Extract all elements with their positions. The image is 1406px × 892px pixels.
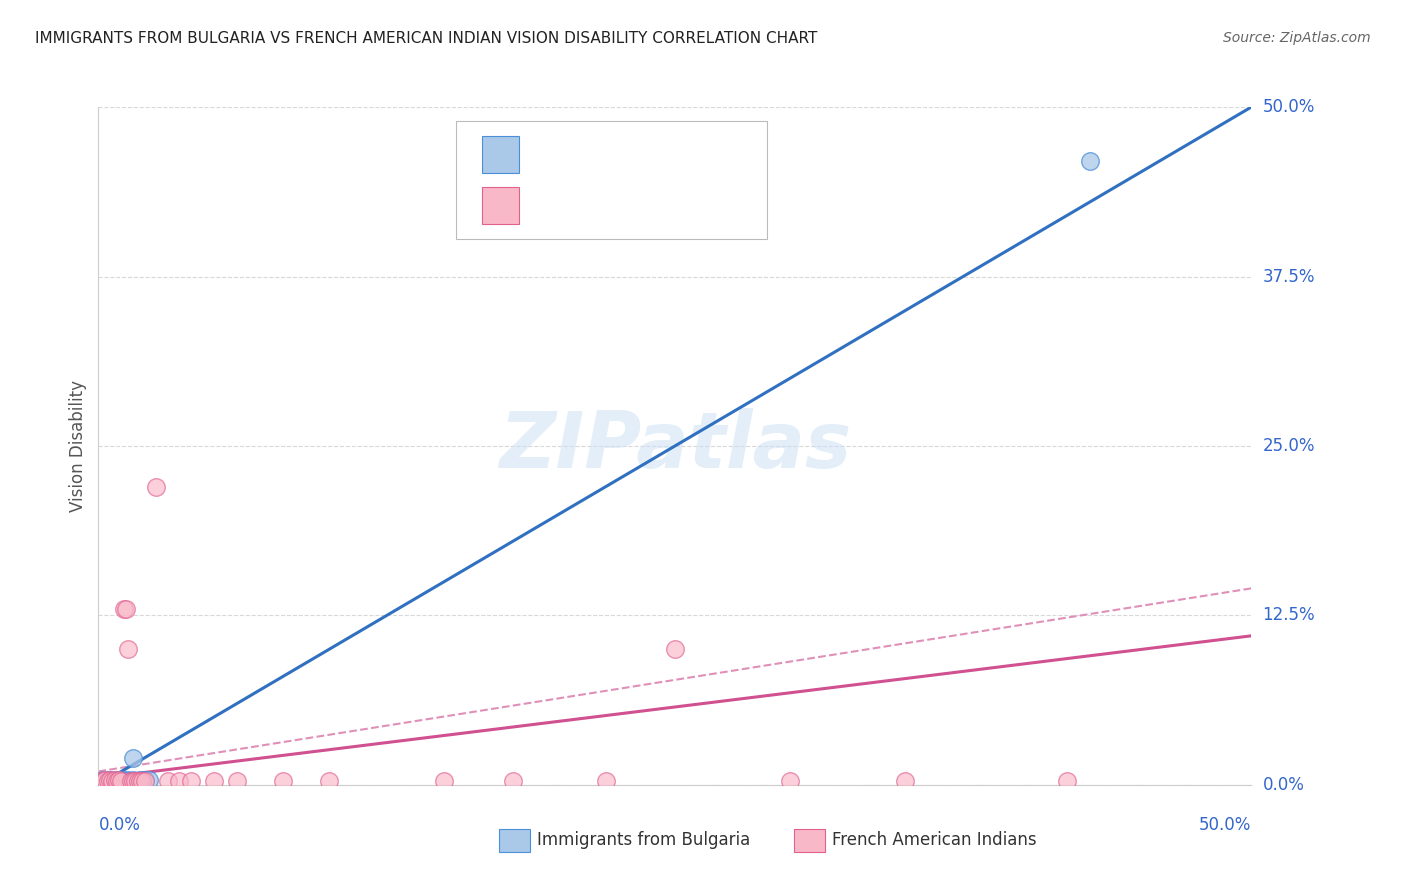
Point (98, 773, 121, 788)
Y-axis label: Vision Disability: Vision Disability (69, 380, 87, 512)
Text: 50.0%: 50.0% (1199, 815, 1251, 833)
Point (138, 772, 160, 787)
Point (122, 751, 145, 765)
Point (101, 773, 124, 788)
Point (664, 642, 686, 657)
Point (202, 773, 225, 788)
Point (97, 772, 120, 787)
Point (94, 773, 117, 788)
Point (127, 773, 149, 788)
Point (91, 772, 114, 787)
Text: IMMIGRANTS FROM BULGARIA VS FRENCH AMERICAN INDIAN VISION DISABILITY CORRELATION: IMMIGRANTS FROM BULGARIA VS FRENCH AMERI… (35, 31, 817, 46)
Point (90, 773, 112, 788)
FancyBboxPatch shape (456, 120, 768, 239)
Point (134, 772, 156, 787)
Text: 50.0%: 50.0% (1263, 98, 1315, 116)
Point (595, 773, 617, 788)
Point (502, 773, 524, 788)
Point (115, 773, 138, 788)
Point (129, 773, 152, 788)
Text: 0.0%: 0.0% (1263, 776, 1305, 794)
Point (117, 642, 139, 657)
Point (122, 773, 145, 788)
Text: 12.5%: 12.5% (1263, 607, 1315, 624)
Point (105, 773, 128, 788)
Text: Source: ZipAtlas.com: Source: ZipAtlas.com (1223, 31, 1371, 45)
Point (779, 773, 801, 788)
Point (129, 772, 152, 787)
Point (167, 773, 190, 788)
Point (101, 773, 124, 788)
Text: R = 0.982   N = 19: R = 0.982 N = 19 (533, 145, 703, 163)
Point (105, 773, 128, 788)
Point (108, 772, 131, 787)
Point (112, 772, 135, 787)
FancyBboxPatch shape (482, 186, 519, 224)
Text: R = 0.299   N = 35: R = 0.299 N = 35 (533, 196, 704, 214)
Point (94, 772, 117, 787)
Point (90, 773, 112, 788)
Point (108, 773, 131, 788)
Point (131, 773, 153, 788)
Point (124, 773, 146, 788)
Point (145, 480, 167, 494)
Point (180, 773, 202, 788)
Point (103, 772, 125, 787)
Point (91, 773, 114, 788)
Point (115, 773, 138, 788)
Point (98, 772, 121, 787)
Point (894, 773, 917, 788)
Point (120, 773, 142, 788)
Text: Immigrants from Bulgaria: Immigrants from Bulgaria (537, 831, 751, 849)
Point (117, 772, 139, 787)
Point (134, 773, 156, 788)
Point (1056, 773, 1078, 788)
Point (271, 773, 294, 788)
Point (103, 772, 125, 787)
Point (110, 773, 132, 788)
Point (94, 773, 117, 788)
Point (110, 773, 132, 788)
FancyBboxPatch shape (482, 136, 519, 173)
Text: ZIPatlas: ZIPatlas (499, 408, 851, 484)
Point (156, 773, 179, 788)
Point (98, 772, 121, 787)
Point (122, 772, 145, 787)
Text: 0.0%: 0.0% (98, 815, 141, 833)
Point (124, 773, 146, 788)
Point (1078, 154, 1101, 169)
Point (108, 772, 131, 787)
Point (120, 773, 142, 788)
Point (225, 773, 247, 788)
Point (433, 773, 456, 788)
Text: 25.0%: 25.0% (1263, 437, 1315, 455)
Point (112, 601, 135, 615)
Text: 37.5%: 37.5% (1263, 268, 1315, 285)
Point (318, 773, 340, 788)
Text: French American Indians: French American Indians (832, 831, 1038, 849)
Point (115, 601, 138, 615)
Point (97, 773, 120, 788)
Point (101, 773, 124, 788)
